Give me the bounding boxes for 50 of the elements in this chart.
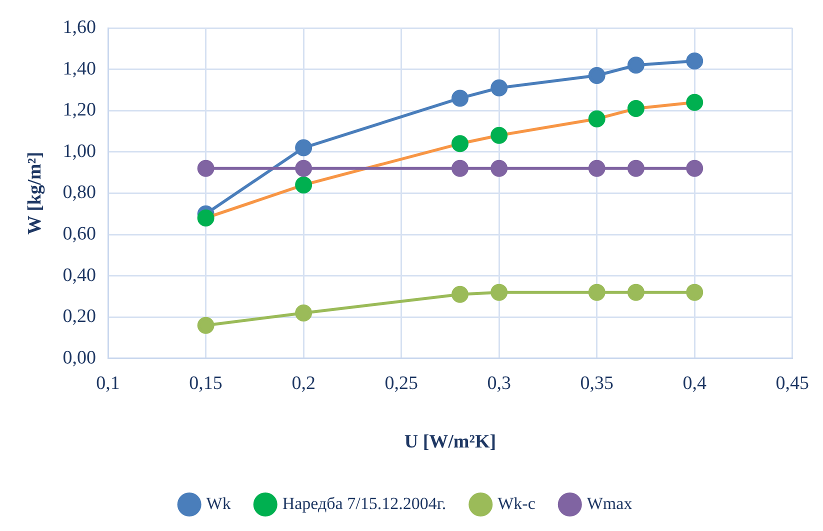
y-tick-label: 1,40 (62, 58, 96, 80)
point (197, 160, 214, 177)
legend-label: Wk-c (498, 494, 536, 513)
point (295, 160, 312, 177)
legend-label: Wk (206, 494, 232, 513)
point (588, 284, 606, 301)
y-axis-title: W [kg/m²] (24, 152, 46, 235)
point (451, 90, 468, 107)
point (451, 286, 468, 303)
point (627, 284, 644, 301)
y-tick-label: 1,60 (62, 16, 96, 38)
x-tick-label: 0,4 (682, 372, 707, 394)
point (490, 126, 508, 144)
x-axis-title: U [W/m²K] (404, 432, 496, 453)
point (490, 79, 508, 96)
y-tick-label: 0,20 (62, 306, 96, 328)
point (627, 160, 644, 177)
legend-label: Wmax (586, 494, 633, 513)
point (490, 284, 508, 301)
point (627, 100, 644, 118)
point (295, 139, 312, 156)
point (451, 135, 468, 152)
point (686, 160, 704, 177)
point (490, 160, 508, 177)
y-tick-label: 0,40 (62, 264, 96, 286)
y-tick-label: 0,00 (62, 347, 96, 368)
x-tick-label: 0,35 (580, 372, 614, 394)
y-tick-label: 0,80 (62, 182, 96, 204)
point (295, 304, 312, 322)
point (588, 66, 606, 84)
legend-label: Наредба 7/15.12.2004г. (282, 494, 446, 513)
point (686, 94, 704, 111)
point (295, 176, 312, 194)
y-tick-label: 0,60 (62, 223, 96, 244)
point (197, 316, 214, 334)
point (588, 110, 606, 128)
point (686, 52, 704, 70)
x-tick-label: 0,25 (384, 372, 418, 394)
point (627, 56, 644, 74)
y-tick-label: 1,20 (62, 100, 96, 121)
y-tick-label: 1,00 (62, 140, 96, 162)
point (588, 160, 606, 177)
x-tick-label: 0,1 (96, 372, 120, 394)
x-tick-label: 0,15 (189, 372, 222, 394)
x-tick-label: 0,45 (776, 372, 809, 394)
x-tick-label: 0,3 (487, 372, 511, 394)
point (686, 284, 704, 301)
point (197, 209, 214, 226)
x-tick-label: 0,2 (292, 372, 316, 394)
point (451, 160, 468, 177)
